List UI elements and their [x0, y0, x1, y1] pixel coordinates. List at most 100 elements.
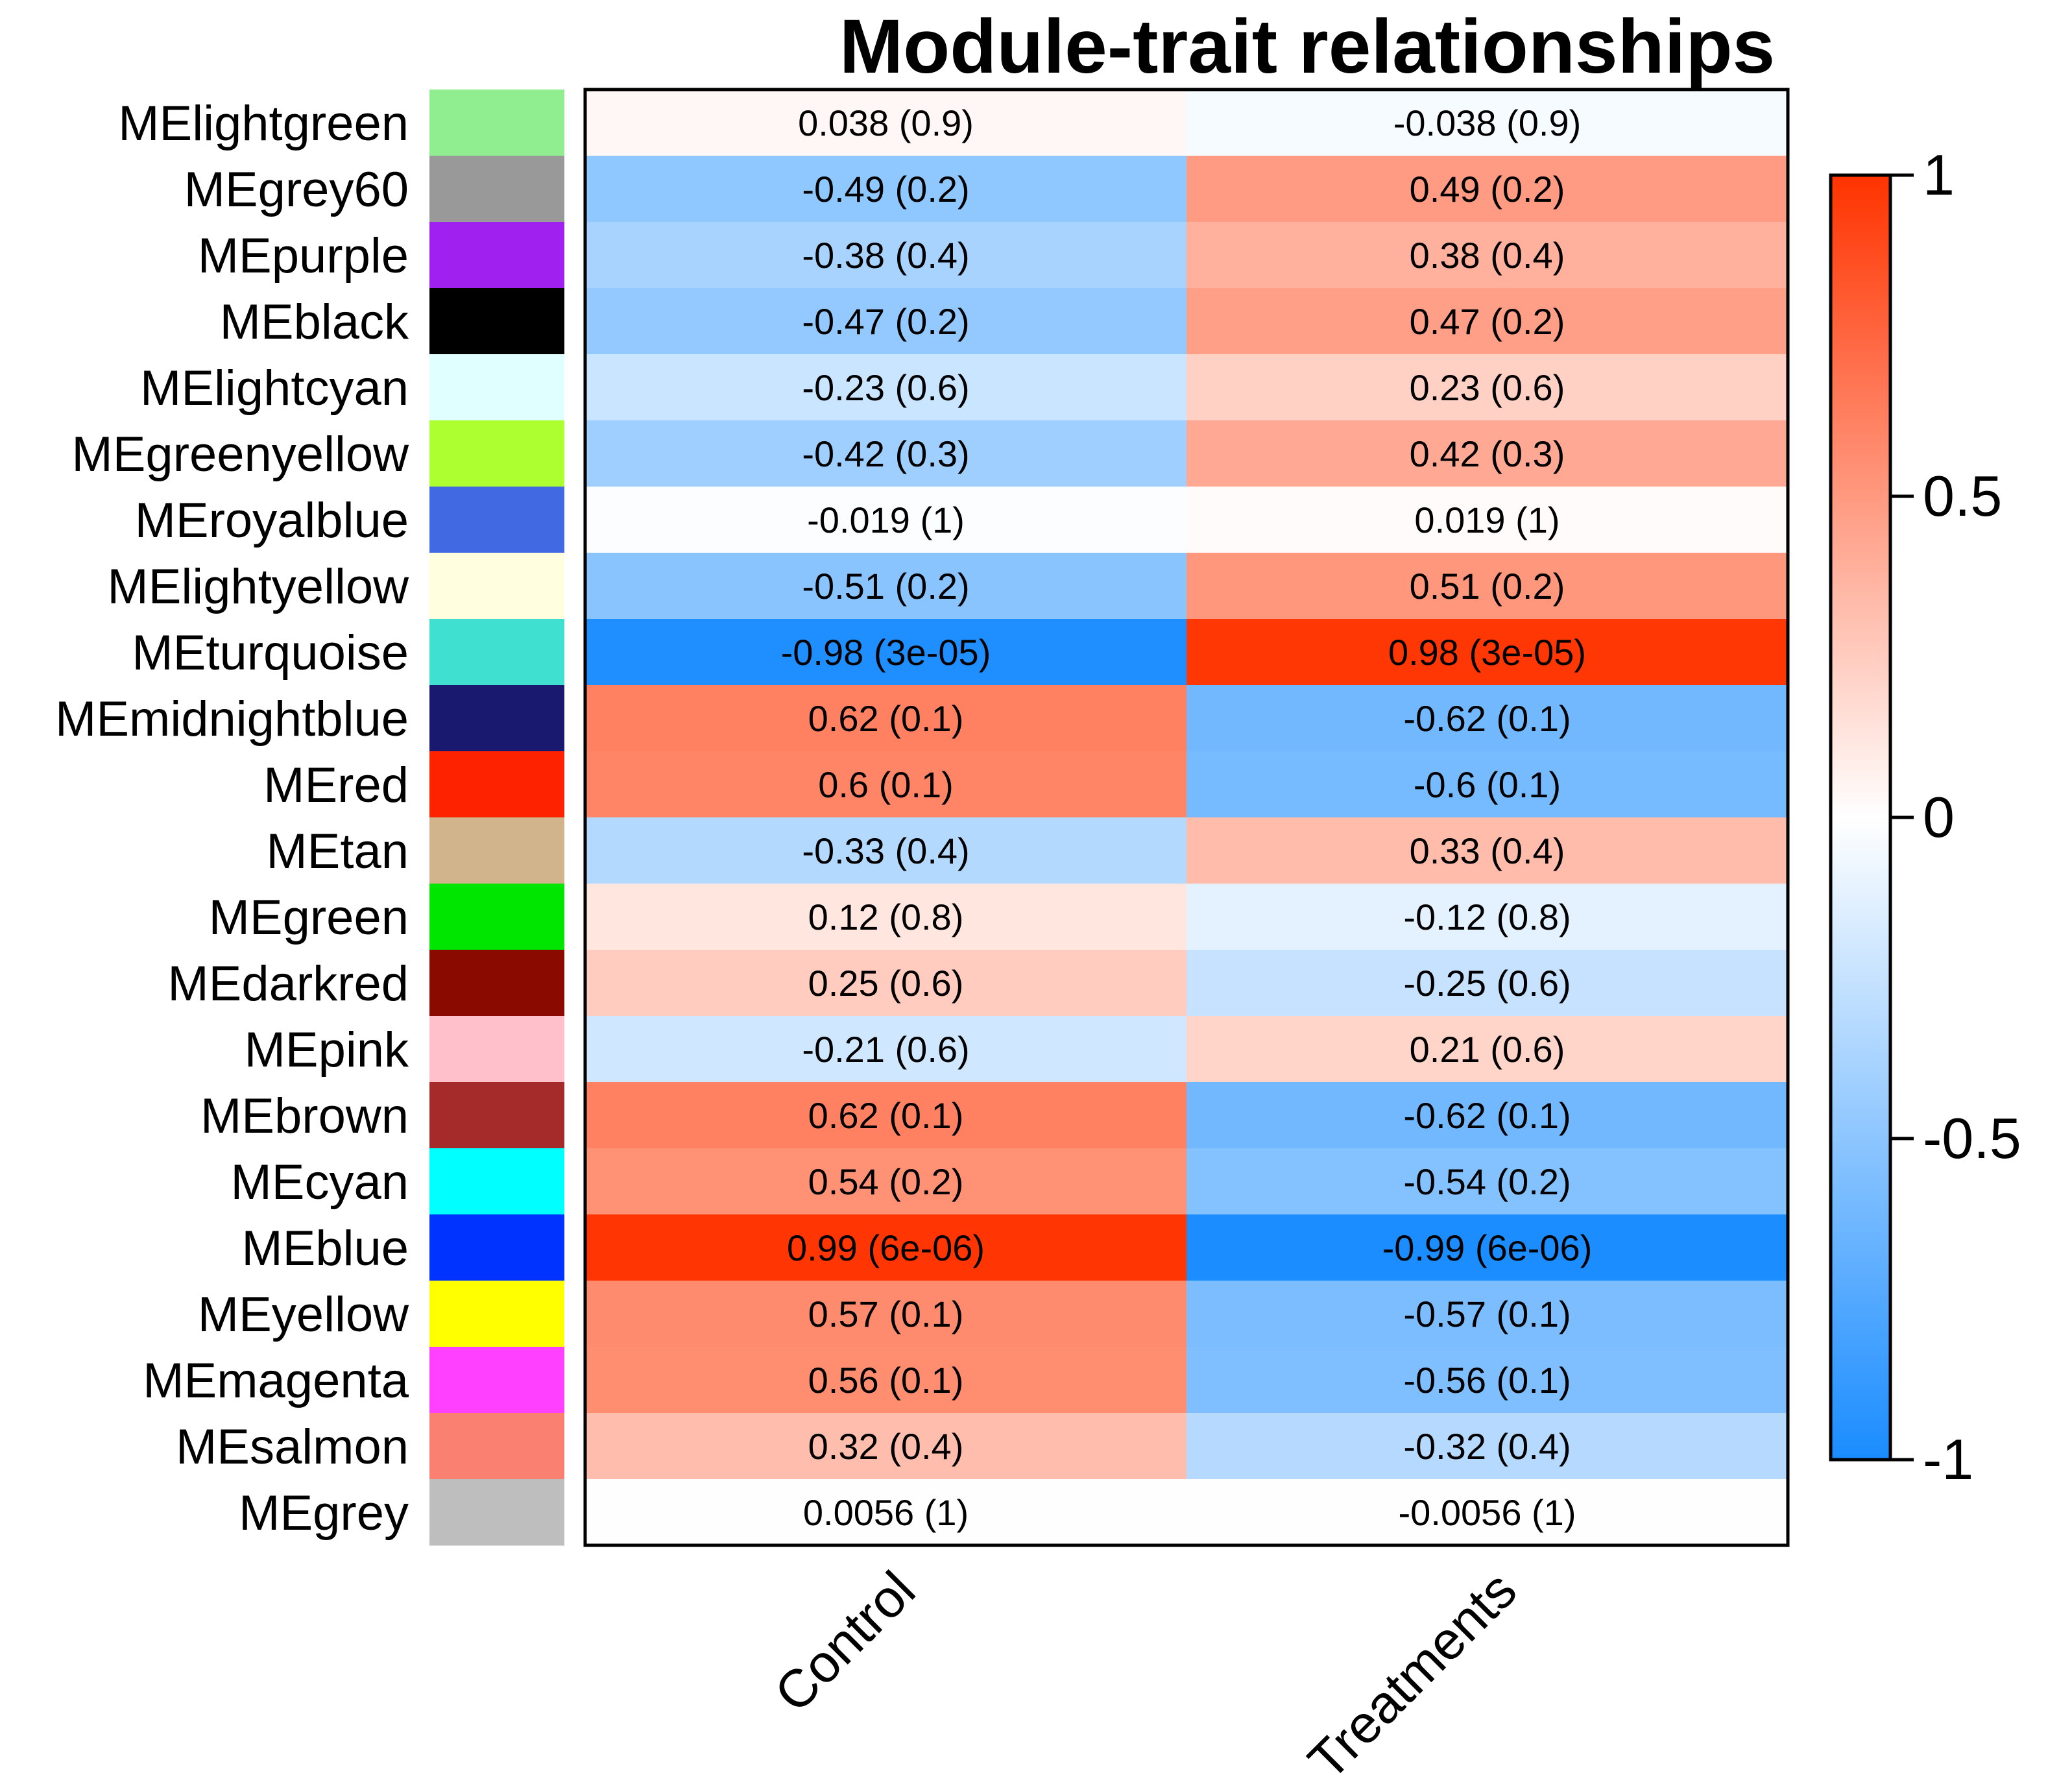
heatmap-cell: [1187, 619, 1789, 686]
heatmap-cell: [1187, 1082, 1789, 1149]
heatmap-cell: [585, 950, 1187, 1017]
module-swatch-meblack: [429, 288, 564, 355]
heatmap-cells: 0.038 (0.9) -0.038 (0.9) -0.49 (0.2) 0.49 (…: [585, 90, 1789, 1546]
heatmap-cell: [1187, 1148, 1789, 1215]
cell-value-label: -0.54 (0.2): [1403, 1161, 1571, 1202]
row-label-melightyellow: MElightyellow: [107, 559, 409, 614]
cell-value-label: 0.6 (0.1): [818, 764, 954, 805]
module-swatch-mered: [429, 751, 564, 818]
cell-value-label: 0.62 (0.1): [808, 1095, 964, 1136]
cell-value-label: -0.57 (0.1): [1403, 1294, 1571, 1334]
cell-value-label: -0.21 (0.6): [802, 1029, 969, 1070]
heatmap-cell: [585, 553, 1187, 620]
row-label-megrey: MEgrey: [239, 1486, 409, 1541]
cell-value-label: 0.038 (0.9): [798, 103, 974, 143]
cell-value-label: -0.99 (6e-06): [1382, 1227, 1593, 1268]
module-swatch-melightgreen: [429, 90, 564, 156]
module-row-labels: MElightgreen MEgrey60 MEpurple MEblack MElig…: [55, 96, 409, 1541]
cell-value-label: 0.49 (0.2): [1410, 169, 1565, 210]
cell-value-label: -0.6 (0.1): [1414, 764, 1561, 805]
cell-value-label: -0.51 (0.2): [802, 566, 969, 607]
module-swatch-meroyalblue: [429, 487, 564, 553]
cell-value-label: 0.51 (0.2): [1410, 566, 1565, 607]
cell-value-label: 0.0056 (1): [803, 1492, 969, 1533]
module-swatch-mepink: [429, 1016, 564, 1083]
row-label-memagenta: MEmagenta: [143, 1353, 409, 1408]
row-label-meblack: MEblack: [220, 295, 409, 350]
module-swatch-memidnightblue: [429, 685, 564, 752]
module-swatch-metan: [429, 817, 564, 884]
cell-value-label: -0.56 (0.1): [1403, 1360, 1571, 1401]
cell-value-label: 0.57 (0.1): [808, 1294, 964, 1334]
heatmap-cell: [585, 619, 1187, 686]
color-scale-tick-label: 1: [1923, 143, 1955, 207]
heatmap-cell: [1187, 1281, 1789, 1347]
cell-value-label: 0.33 (0.4): [1410, 830, 1565, 871]
module-swatch-medarkred: [429, 950, 564, 1017]
cell-value-label: 0.47 (0.2): [1410, 301, 1565, 342]
heatmap-cell: [585, 1214, 1187, 1281]
module-swatch-megreen: [429, 884, 564, 950]
heatmap-cell: [1187, 288, 1789, 355]
module-swatch-meturquoise: [429, 619, 564, 686]
cell-value-label: -0.32 (0.4): [1403, 1426, 1571, 1467]
cell-value-label: 0.019 (1): [1414, 500, 1560, 540]
cell-value-label: 0.99 (6e-06): [787, 1227, 985, 1268]
color-scale-tick-label: -0.5: [1923, 1106, 2021, 1170]
heatmap-cell: [1187, 90, 1789, 156]
module-swatch-megreenyellow: [429, 420, 564, 487]
color-scale-tick-label: 0.5: [1923, 464, 2002, 528]
module-swatch-mebrown: [429, 1082, 564, 1149]
heatmap-cell: [1187, 156, 1789, 223]
heatmap-cell: [1187, 553, 1789, 620]
row-label-mered: MEred: [263, 758, 409, 813]
module-swatch-megrey: [429, 1479, 564, 1546]
cell-value-label: -0.38 (0.4): [802, 235, 969, 276]
heatmap-cell: [585, 685, 1187, 752]
heatmap-cell: [585, 156, 1187, 223]
module-swatch-meyellow: [429, 1281, 564, 1347]
cell-value-label: 0.42 (0.3): [1410, 433, 1565, 474]
heatmap-cell: [585, 222, 1187, 289]
row-label-mesalmon: MEsalmon: [176, 1419, 409, 1475]
color-scale-ticks: 1 0.5 0 -0.5 -1: [1890, 143, 2021, 1491]
cell-value-label: 0.38 (0.4): [1410, 235, 1565, 276]
cell-value-label: -0.0056 (1): [1399, 1492, 1576, 1533]
row-label-medarkred: MEdarkred: [167, 956, 409, 1011]
heatmap-cell: [585, 1281, 1187, 1347]
cell-value-label: 0.98 (3e-05): [1388, 632, 1586, 673]
heatmap-cell: [1187, 1479, 1789, 1546]
module-swatch-mepurple: [429, 222, 564, 289]
cell-value-label: 0.21 (0.6): [1410, 1029, 1565, 1070]
row-label-megreen: MEgreen: [209, 890, 409, 945]
module-swatch-memagenta: [429, 1347, 564, 1414]
heatmap-cell: [1187, 222, 1789, 289]
color-scale-bar: [1829, 173, 1892, 1462]
column-label-treatments: Treatments: [1297, 1560, 1528, 1773]
heatmap-cell: [585, 884, 1187, 950]
heatmap-cell: [585, 1347, 1187, 1414]
heatmap-cell: [585, 1413, 1187, 1480]
cell-value-label: -0.019 (1): [807, 500, 965, 540]
heatmap-cell: [585, 90, 1187, 156]
cell-value-label: -0.23 (0.6): [802, 367, 969, 408]
heatmap-cell: [1187, 1413, 1789, 1480]
heatmap-cell: [1187, 1347, 1789, 1414]
cell-value-label: 0.62 (0.1): [808, 698, 964, 739]
cell-value-label: 0.25 (0.6): [808, 963, 964, 1004]
column-label-control: Control: [764, 1560, 926, 1723]
module-swatch-mecyan: [429, 1148, 564, 1215]
row-label-megreenyellow: MEgreenyellow: [71, 427, 409, 482]
row-label-melightcyan: MElightcyan: [140, 361, 409, 416]
heatmap-cell: [585, 288, 1187, 355]
heatmap-cell: [1187, 884, 1789, 950]
heatmap-cell: [1187, 487, 1789, 553]
row-label-meturquoise: MEturquoise: [132, 625, 409, 681]
module-swatch-megrey60: [429, 156, 564, 223]
row-label-mepurple: MEpurple: [198, 228, 409, 283]
row-label-meroyalblue: MEroyalblue: [135, 493, 409, 548]
cell-value-label: -0.98 (3e-05): [781, 632, 991, 673]
row-label-mebrown: MEbrown: [200, 1089, 409, 1144]
row-label-mecyan: MEcyan: [230, 1155, 409, 1210]
